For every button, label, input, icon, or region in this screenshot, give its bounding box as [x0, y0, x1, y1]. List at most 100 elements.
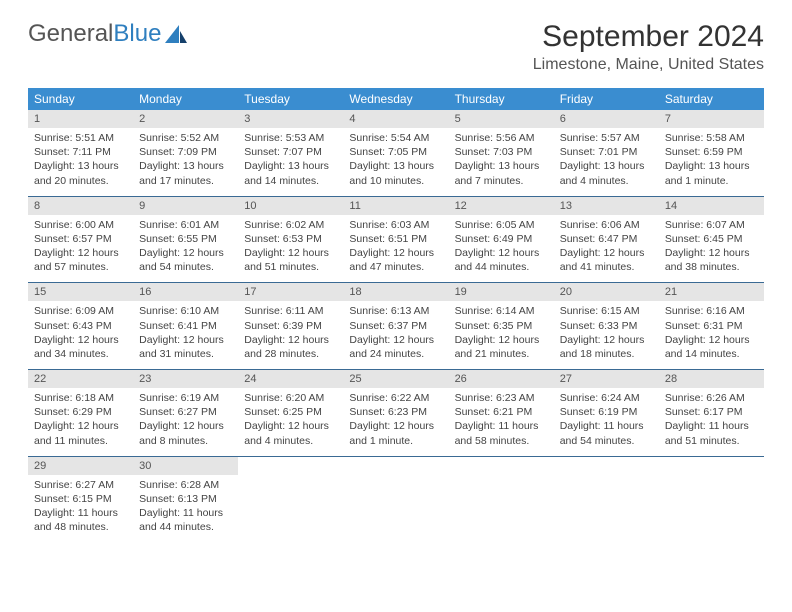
day-line: Sunrise: 6:28 AM [139, 478, 232, 492]
day-line: and 44 minutes. [455, 260, 548, 274]
day-content-cell: Sunrise: 6:01 AMSunset: 6:55 PMDaylight:… [133, 215, 238, 283]
day-line: Sunrise: 6:00 AM [34, 218, 127, 232]
day-content-cell: Sunrise: 6:18 AMSunset: 6:29 PMDaylight:… [28, 388, 133, 456]
day-line: and 4 minutes. [560, 174, 653, 188]
day-line: Sunrise: 6:09 AM [34, 304, 127, 318]
day-number-cell: 4 [343, 110, 448, 128]
day-line: Daylight: 12 hours [139, 419, 232, 433]
day-content-cell: Sunrise: 6:07 AMSunset: 6:45 PMDaylight:… [659, 215, 764, 283]
day-number-cell: 28 [659, 370, 764, 388]
day-line: Sunrise: 6:22 AM [349, 391, 442, 405]
day-line: Sunrise: 6:14 AM [455, 304, 548, 318]
day-line: Sunset: 7:07 PM [244, 145, 337, 159]
dayname-sun: Sunday [28, 88, 133, 110]
day-line: Sunrise: 6:06 AM [560, 218, 653, 232]
day-line: Sunrise: 6:27 AM [34, 478, 127, 492]
day-number-cell: 19 [449, 283, 554, 301]
day-line: Daylight: 12 hours [455, 333, 548, 347]
day-number-cell: 3 [238, 110, 343, 128]
day-line: Sunset: 6:23 PM [349, 405, 442, 419]
day-line: Daylight: 12 hours [349, 333, 442, 347]
day-line: and 10 minutes. [349, 174, 442, 188]
day-line: Sunrise: 6:20 AM [244, 391, 337, 405]
day-line: Sunrise: 6:11 AM [244, 304, 337, 318]
daynum-row: 15161718192021 [28, 283, 764, 301]
content-row: Sunrise: 6:09 AMSunset: 6:43 PMDaylight:… [28, 301, 764, 369]
day-content-cell: Sunrise: 6:23 AMSunset: 6:21 PMDaylight:… [449, 388, 554, 456]
dayname-tue: Tuesday [238, 88, 343, 110]
day-line: Sunrise: 5:57 AM [560, 131, 653, 145]
day-line: Sunset: 6:55 PM [139, 232, 232, 246]
day-line: Sunset: 7:05 PM [349, 145, 442, 159]
day-line: and 48 minutes. [34, 520, 127, 534]
logo: GeneralBlue [28, 20, 187, 48]
day-content-cell: Sunrise: 6:05 AMSunset: 6:49 PMDaylight:… [449, 215, 554, 283]
logo-sail-icon [165, 25, 187, 45]
day-line: Sunrise: 5:53 AM [244, 131, 337, 145]
day-line: Daylight: 12 hours [665, 246, 758, 260]
day-line: Sunset: 6:19 PM [560, 405, 653, 419]
day-line: Daylight: 13 hours [455, 159, 548, 173]
calendar-table: Sunday Monday Tuesday Wednesday Thursday… [28, 88, 764, 542]
day-content-cell [554, 475, 659, 543]
day-line: Sunrise: 6:18 AM [34, 391, 127, 405]
content-row: Sunrise: 6:27 AMSunset: 6:15 PMDaylight:… [28, 475, 764, 543]
day-number-cell: 22 [28, 370, 133, 388]
day-content-cell: Sunrise: 5:57 AMSunset: 7:01 PMDaylight:… [554, 128, 659, 196]
day-number-cell: 15 [28, 283, 133, 301]
day-line: and 1 minute. [665, 174, 758, 188]
content-row: Sunrise: 6:00 AMSunset: 6:57 PM Daylight:… [28, 215, 764, 283]
day-line: and 54 minutes. [139, 260, 232, 274]
daynum-row: 22232425262728 [28, 370, 764, 388]
day-content-cell: Sunrise: 6:03 AMSunset: 6:51 PMDaylight:… [343, 215, 448, 283]
day-line: and 41 minutes. [560, 260, 653, 274]
day-number-cell: 24 [238, 370, 343, 388]
day-content-cell: Sunrise: 6:26 AMSunset: 6:17 PMDaylight:… [659, 388, 764, 456]
day-line: Daylight: 11 hours [455, 419, 548, 433]
day-line: Sunrise: 6:03 AM [349, 218, 442, 232]
day-line: Sunset: 6:15 PM [34, 492, 127, 506]
day-line: Daylight: 12 hours [34, 419, 127, 433]
day-line: and 8 minutes. [139, 434, 232, 448]
day-line: Daylight: 12 hours [560, 246, 653, 260]
day-number-cell: 26 [449, 370, 554, 388]
day-line: Sunset: 6:49 PM [455, 232, 548, 246]
day-line: and 38 minutes. [665, 260, 758, 274]
day-line: Sunset: 6:45 PM [665, 232, 758, 246]
day-content-cell: Sunrise: 5:54 AMSunset: 7:05 PMDaylight:… [343, 128, 448, 196]
day-content-cell [659, 475, 764, 543]
day-number-cell: 18 [343, 283, 448, 301]
day-number-cell [554, 457, 659, 475]
day-line: Sunrise: 6:19 AM [139, 391, 232, 405]
day-line: and 20 minutes. [34, 174, 127, 188]
day-content-cell: Sunrise: 6:15 AMSunset: 6:33 PMDaylight:… [554, 301, 659, 369]
day-line: Sunrise: 5:56 AM [455, 131, 548, 145]
day-line: Daylight: 13 hours [665, 159, 758, 173]
day-line: Sunset: 6:29 PM [34, 405, 127, 419]
day-line: Sunset: 6:17 PM [665, 405, 758, 419]
day-number-cell: 11 [343, 197, 448, 215]
day-line: Daylight: 11 hours [560, 419, 653, 433]
day-line: and 1 minute. [349, 434, 442, 448]
month-title: September 2024 [533, 20, 764, 54]
day-line: Sunset: 6:43 PM [34, 319, 127, 333]
day-line: Sunrise: 6:15 AM [560, 304, 653, 318]
day-content-cell: Sunrise: 5:52 AMSunset: 7:09 PMDaylight:… [133, 128, 238, 196]
day-line: Sunrise: 6:05 AM [455, 218, 548, 232]
day-line: Sunset: 6:37 PM [349, 319, 442, 333]
day-number-cell: 30 [133, 457, 238, 475]
day-line: Daylight: 12 hours [34, 333, 127, 347]
day-line: Daylight: 12 hours [244, 333, 337, 347]
dayname-wed: Wednesday [343, 88, 448, 110]
day-line: Sunset: 6:27 PM [139, 405, 232, 419]
day-content-cell: Sunrise: 6:22 AMSunset: 6:23 PMDaylight:… [343, 388, 448, 456]
day-line: Daylight: 12 hours [244, 419, 337, 433]
day-line: Sunset: 6:57 PM [34, 232, 127, 246]
day-line: and 54 minutes. [560, 434, 653, 448]
day-content-cell: Sunrise: 6:06 AMSunset: 6:47 PMDaylight:… [554, 215, 659, 283]
day-number-cell: 17 [238, 283, 343, 301]
calendar-body: 1234567Sunrise: 5:51 AMSunset: 7:11 PMDa… [28, 110, 764, 542]
day-line: Daylight: 13 hours [349, 159, 442, 173]
dayname-fri: Friday [554, 88, 659, 110]
day-line: Daylight: 12 hours [349, 246, 442, 260]
